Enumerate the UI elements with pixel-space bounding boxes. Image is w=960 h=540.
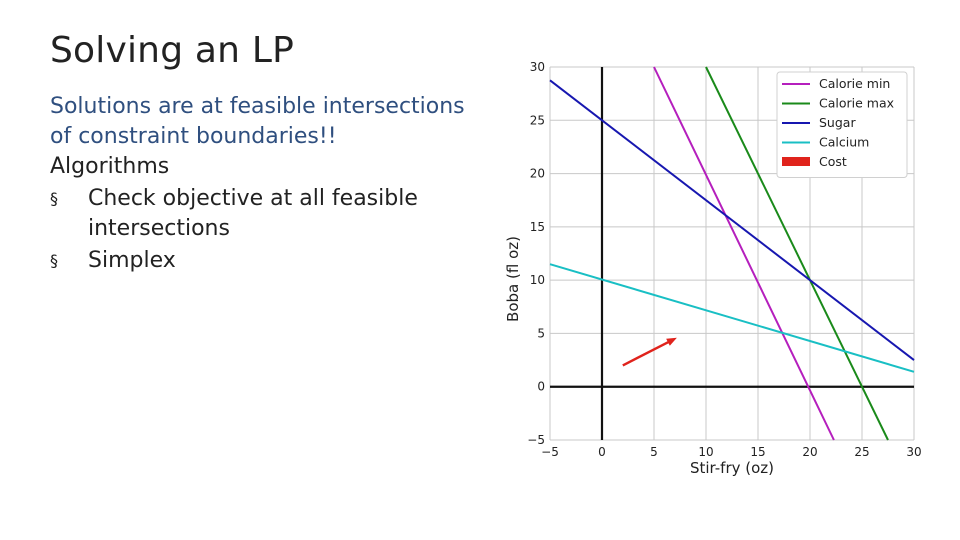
x-tick-label: 10: [698, 445, 713, 459]
algorithms-heading: Algorithms: [50, 154, 170, 179]
x-tick-label: 0: [598, 445, 606, 459]
legend-entry: Cost: [819, 154, 847, 169]
legend-entry: Calcium: [819, 135, 869, 150]
legend: Calorie min Calorie max Sugar Calcium Cost: [776, 71, 908, 178]
bullet-marker: §: [50, 189, 58, 208]
x-axis-label: Stir-fry (oz): [690, 459, 774, 477]
y-tick-label: −5: [527, 433, 545, 447]
bullet-item-simplex: § Simplex: [50, 246, 490, 276]
x-tick-label: −5: [541, 445, 559, 459]
cost-arrow-head: [666, 337, 677, 346]
y-tick-label: 30: [530, 60, 545, 74]
y-tick-label: 10: [530, 273, 545, 287]
bullet-text: Check objective at all feasible intersec…: [88, 186, 418, 241]
constraint-lines: [549, 66, 915, 441]
bullet-marker: §: [50, 251, 58, 270]
x-tick-label: 25: [854, 445, 869, 459]
legend-swatch: [782, 157, 810, 166]
body-line-2: of constraint boundaries!!: [50, 124, 337, 149]
y-tick-label: 15: [530, 220, 545, 234]
lp-chart: −5 0 5 10 15 20 25 30 −5 0 5 10 15 20 25 30 Stir-fry (o…: [504, 60, 922, 477]
legend-entry: Sugar: [819, 115, 856, 130]
series-line-sugar: [549, 79, 915, 361]
y-axis-label: Boba (fl oz): [504, 236, 522, 322]
x-tick-label: 15: [750, 445, 765, 459]
x-tick-label: 5: [650, 445, 658, 459]
y-tick-label: 5: [537, 326, 545, 340]
series-line-calorie-max: [705, 66, 889, 441]
legend-box: [776, 71, 908, 178]
y-tick-label: 0: [537, 380, 545, 394]
slide-title: Solving an LP: [50, 30, 294, 71]
x-tick-label: 20: [802, 445, 817, 459]
tick-labels: −5 0 5 10 15 20 25 30 −5 0 5 10 15 20 25 30: [527, 60, 921, 459]
series-line-calorie-min: [653, 66, 835, 441]
legend-entry: Calorie min: [819, 76, 890, 91]
y-tick-label: 20: [530, 167, 545, 181]
bullet-text: Simplex: [88, 248, 176, 273]
slide-body: Solutions are at feasible intersections …: [50, 92, 490, 276]
cost-arrow-shaft: [622, 339, 671, 367]
x-tick-label: 30: [906, 445, 921, 459]
y-tick-label: 25: [530, 113, 545, 127]
series-line-calcium: [549, 263, 915, 373]
bullet-item-check-objective: § Check objective at all feasible inters…: [50, 184, 490, 244]
legend-entry: Calorie max: [819, 96, 894, 111]
body-line-1: Solutions are at feasible intersections: [50, 94, 465, 119]
